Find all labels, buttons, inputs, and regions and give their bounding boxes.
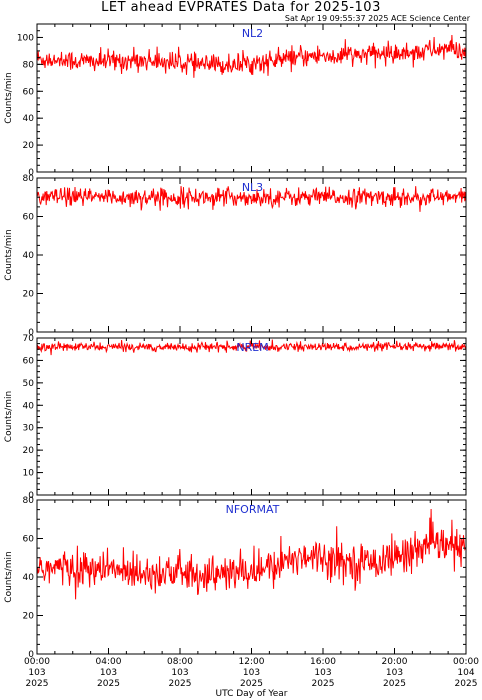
y-tick-label: 20 <box>23 612 35 622</box>
y-tick-label: 80 <box>23 60 35 70</box>
series-label-nl2: NL2 <box>242 27 263 40</box>
x-tick-label: 2025 <box>97 679 120 689</box>
y-tick-label: 0 <box>28 650 34 660</box>
panel-nl2: 0 20 40 60 80 100 Counts/min NL2 <box>4 23 467 178</box>
y-tick-label: 0 <box>28 328 34 338</box>
y-axis-label: Counts/min <box>4 551 14 602</box>
x-tick-label: 2025 <box>169 679 192 689</box>
x-tick-label: 103 <box>243 668 260 678</box>
x-tick-label: 2025 <box>312 679 335 689</box>
series-label-nformat: NFORMAT <box>226 503 280 516</box>
x-axis-title: UTC Day of Year <box>216 689 288 699</box>
x-tick-label: 103 <box>386 668 403 678</box>
y-tick-label: 0 <box>28 491 34 501</box>
y-tick-label: 30 <box>23 424 35 434</box>
x-tick-label: 104 <box>457 668 474 678</box>
y-tick-label: 10 <box>23 469 35 479</box>
generation-timestamp: Sat Apr 19 09:55:37 2025 ACE Science Cen… <box>284 14 470 23</box>
x-tick-label: 12:00 <box>239 657 265 667</box>
x-tick-label: 04:00 <box>96 657 122 667</box>
panel-nformat: 0 20 40 60 80 Counts/min NFORMAT <box>4 496 467 660</box>
y-axis-label: Counts/min <box>4 391 14 442</box>
x-tick-label: 20:00 <box>382 657 408 667</box>
y-tick-label: 80 <box>23 496 35 506</box>
y-tick-label: 60 <box>23 87 35 97</box>
x-tick-label: 16:00 <box>310 657 336 667</box>
y-axis-label: Counts/min <box>4 72 14 123</box>
chart-title: LET ahead EVPRATES Data for 2025-103 <box>101 0 381 15</box>
series-label-nl3: NL3 <box>242 181 263 194</box>
x-tick-label: 00:00 <box>453 657 479 667</box>
y-tick-label: 60 <box>23 213 35 223</box>
series-line-nformat <box>36 508 467 600</box>
y-tick-label: 40 <box>23 114 35 124</box>
y-tick-label: 20 <box>23 446 35 456</box>
series-line-nl2 <box>36 34 467 78</box>
y-tick-label: 100 <box>17 33 34 43</box>
y-axis-label: Counts/min <box>4 229 14 280</box>
x-tick-label: 08:00 <box>167 657 193 667</box>
series-label-nrem: NREM <box>236 341 268 354</box>
x-tick-label: 00:00 <box>24 657 50 667</box>
y-tick-label: 40 <box>23 401 35 411</box>
y-tick-label: 50 <box>23 379 35 389</box>
y-tick-label: 60 <box>23 356 35 366</box>
y-tick-label: 0 <box>28 168 34 178</box>
y-tick-label: 20 <box>23 141 35 151</box>
y-tick-label: 60 <box>23 535 35 545</box>
panel-frame <box>36 337 467 496</box>
y-tick-label: 70 <box>23 334 35 344</box>
series-line-nl3 <box>36 186 467 212</box>
panel-frame <box>36 23 467 173</box>
x-tick-label: 2025 <box>26 679 49 689</box>
x-tick-label: 103 <box>171 668 188 678</box>
y-tick-label: 40 <box>23 573 35 583</box>
y-tick-label: 20 <box>23 290 35 300</box>
x-tick-label: 103 <box>100 668 117 678</box>
x-tick-label: 2025 <box>455 679 478 689</box>
x-tick-label: 2025 <box>240 679 263 689</box>
x-tick-label: 103 <box>314 668 331 678</box>
y-tick-label: 40 <box>23 251 35 261</box>
y-tick-label: 80 <box>23 174 35 184</box>
x-tick-label: 2025 <box>383 679 406 689</box>
panel-nl3: 0 20 40 60 80 Counts/min NL3 <box>4 174 467 338</box>
x-tick-label: 103 <box>28 668 45 678</box>
panel-nrem: 0 10 20 30 40 50 60 70 Counts/min NREM <box>4 334 467 501</box>
